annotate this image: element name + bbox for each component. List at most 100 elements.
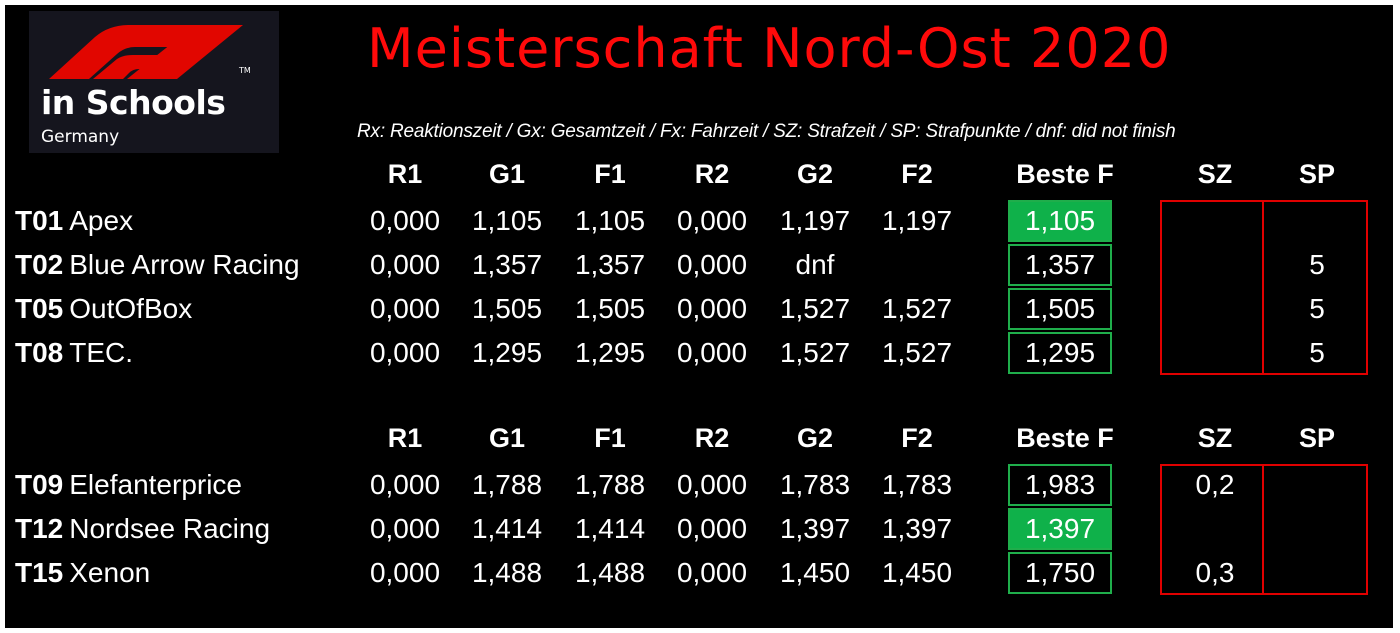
trademark-mark: TM: [238, 66, 251, 75]
time-cell-r2: 0,000: [676, 337, 748, 368]
f1-in-schools-logo: TM in Schools Germany: [29, 11, 279, 153]
time-cell-r2: 0,000: [676, 557, 748, 588]
team-id: T12: [15, 513, 64, 544]
page-title: Meisterschaft Nord-Ost 2020: [367, 17, 1172, 80]
best-time-cell: 1,983: [1008, 464, 1112, 506]
time-cell-f2: 1,527: [881, 337, 953, 368]
column-header-beste-f: Beste F: [1016, 159, 1114, 189]
team-id: T09: [15, 469, 64, 500]
team-name: Elefanterprice: [69, 469, 243, 500]
column-header-r1: R1: [387, 423, 423, 453]
team-id: T01: [15, 205, 64, 236]
time-cell-g1: 1,295: [471, 337, 543, 368]
team-cell: T12 Nordsee Racing: [15, 507, 270, 551]
best-time-cell: 1,295: [1008, 332, 1112, 374]
time-cell-g1: 1,505: [471, 293, 543, 324]
time-cell-r2: 0,000: [676, 293, 748, 324]
logo-text-in-schools: in Schools: [41, 83, 226, 122]
time-cell-f1: 1,357: [574, 249, 646, 280]
time-cell-f2: 1,527: [881, 293, 953, 324]
team-id: T05: [15, 293, 64, 324]
time-cell-g2: 1,397: [779, 513, 851, 544]
best-time-cell: 1,397: [1008, 508, 1112, 550]
team-id: T02: [15, 249, 64, 280]
column-header-beste-f: Beste F: [1016, 423, 1114, 453]
penalty-time-box: [1160, 464, 1264, 595]
team-cell: T08 TEC.: [15, 331, 133, 375]
team-name: TEC.: [69, 337, 134, 368]
team-id: T08: [15, 337, 64, 368]
time-cell-f2: 1,197: [881, 205, 953, 236]
time-cell-r2: 0,000: [676, 469, 748, 500]
team-cell: T02 Blue Arrow Racing: [15, 243, 300, 287]
time-cell-r1: 0,000: [369, 205, 441, 236]
time-cell-g1: 1,488: [471, 557, 543, 588]
column-header-f1: F1: [594, 423, 626, 453]
best-time-cell: 1,105: [1008, 200, 1112, 242]
column-header-g2: G2: [796, 423, 834, 453]
column-header-g2: G2: [796, 159, 834, 189]
team-name: Apex: [69, 205, 134, 236]
column-header-g1: G1: [488, 423, 526, 453]
column-header-r1: R1: [387, 159, 423, 189]
time-cell-f1: 1,105: [574, 205, 646, 236]
best-time-cell: 1,750: [1008, 552, 1112, 594]
penalty-points-box: [1262, 464, 1368, 595]
column-header-f2: F2: [901, 159, 933, 189]
team-name: Xenon: [69, 557, 151, 588]
time-cell-f2: 1,783: [881, 469, 953, 500]
column-header-sz: SZ: [1197, 159, 1233, 189]
logo-text-germany: Germany: [41, 127, 120, 147]
column-header-r2: R2: [694, 159, 730, 189]
time-cell-r1: 0,000: [369, 513, 441, 544]
team-cell: T05 OutOfBox: [15, 287, 192, 331]
column-header-sp: SP: [1298, 423, 1336, 453]
time-cell-g1: 1,357: [471, 249, 543, 280]
time-cell-r1: 0,000: [369, 557, 441, 588]
time-cell-r1: 0,000: [369, 337, 441, 368]
penalty-time-cell: 0,3: [1195, 557, 1235, 588]
time-cell-g2: 1,783: [779, 469, 851, 500]
team-name: Nordsee Racing: [69, 513, 271, 544]
penalty-points-box: [1262, 200, 1368, 375]
time-cell-f2: 1,397: [881, 513, 953, 544]
time-cell-g2: dnf: [795, 249, 835, 280]
team-name: Blue Arrow Racing: [69, 249, 300, 280]
time-cell-f1: 1,414: [574, 513, 646, 544]
column-header-f2: F2: [901, 423, 933, 453]
penalty-points-cell: 5: [1309, 293, 1325, 324]
column-header-f1: F1: [594, 159, 626, 189]
time-cell-g1: 1,105: [471, 205, 543, 236]
best-time-cell: 1,505: [1008, 288, 1112, 330]
results-board: TM in Schools Germany Meisterschaft Nord…: [5, 5, 1393, 628]
column-header-g1: G1: [488, 159, 526, 189]
time-cell-f1: 1,505: [574, 293, 646, 324]
time-cell-r2: 0,000: [676, 205, 748, 236]
penalty-points-cell: 5: [1309, 337, 1325, 368]
time-cell-g2: 1,197: [779, 205, 851, 236]
time-cell-r2: 0,000: [676, 249, 748, 280]
penalty-time-box: [1160, 200, 1264, 375]
abbreviation-legend: Rx: Reaktionszeit / Gx: Gesamtzeit / Fx:…: [357, 121, 1176, 142]
time-cell-g2: 1,527: [779, 293, 851, 324]
f1-logo-icon: TM: [49, 25, 251, 79]
team-id: T15: [15, 557, 64, 588]
penalty-time-cell: 0,2: [1195, 469, 1235, 500]
team-name: OutOfBox: [69, 293, 193, 324]
penalty-points-cell: 5: [1309, 249, 1325, 280]
time-cell-g1: 1,788: [471, 469, 543, 500]
time-cell-f1: 1,488: [574, 557, 646, 588]
time-cell-r2: 0,000: [676, 513, 748, 544]
time-cell-g1: 1,414: [471, 513, 543, 544]
time-cell-r1: 0,000: [369, 469, 441, 500]
team-cell: T09 Elefanterprice: [15, 463, 242, 507]
time-cell-g2: 1,527: [779, 337, 851, 368]
column-header-sz: SZ: [1197, 423, 1233, 453]
best-time-cell: 1,357: [1008, 244, 1112, 286]
team-cell: T01 Apex: [15, 199, 133, 243]
time-cell-r1: 0,000: [369, 293, 441, 324]
time-cell-r1: 0,000: [369, 249, 441, 280]
column-header-sp: SP: [1298, 159, 1336, 189]
time-cell-f1: 1,295: [574, 337, 646, 368]
column-header-r2: R2: [694, 423, 730, 453]
